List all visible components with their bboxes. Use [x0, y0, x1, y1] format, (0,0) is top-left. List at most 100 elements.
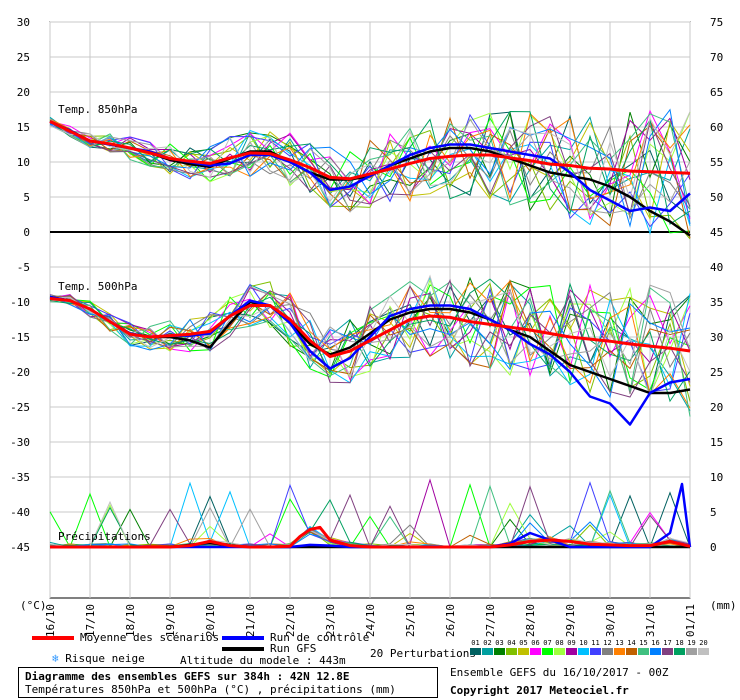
x-tick-label: 20/10: [204, 604, 217, 637]
left-tick-label: -25: [10, 401, 30, 414]
perturbation-swatch: [602, 648, 613, 655]
x-tick-label: 22/10: [284, 604, 297, 637]
x-tick-label: 16/10: [44, 604, 57, 637]
perturbation-number: 17: [663, 639, 672, 647]
left-tick-label: -40: [10, 506, 30, 519]
right-tick-label: 10: [710, 471, 723, 484]
perturbation-number: 09: [567, 639, 576, 647]
perturbation-swatch: [518, 648, 529, 655]
perturbation-number: 08: [555, 639, 564, 647]
perturbation-line: [49, 288, 691, 395]
perturbation-swatch: [614, 648, 625, 655]
perturbation-number: 10: [579, 639, 588, 647]
perturbation-number: 13: [615, 639, 624, 647]
panel-label: Précipitations: [58, 530, 151, 543]
main-series-lines: [49, 120, 692, 549]
right-tick-label: 55: [710, 156, 723, 169]
perturbation-number: 01: [471, 639, 480, 647]
right-tick-label: 0: [710, 541, 717, 554]
perturbation-swatch: [698, 648, 709, 655]
legend-snow-label: Risque neige: [65, 652, 145, 665]
perturbation-line: [49, 113, 691, 210]
left-tick-label: -45: [10, 541, 30, 554]
footer-subtitle: Températures 850hPa et 500hPa (°C) , pré…: [25, 683, 396, 696]
legend-snow: ❄ Risque neige: [52, 652, 145, 665]
perturbation-swatch: [686, 648, 697, 655]
right-axis-unit: (mm): [710, 599, 737, 612]
left-tick-label: 5: [23, 191, 30, 204]
ensemble-chart: 16/10 17/10 18/10 19/10 20/10 21/10 22/10 23/10…: [10, 16, 736, 637]
axis-labels: 16/10 17/10 18/10 19/10 20/10 21/10 22/10 23/10…: [10, 16, 736, 637]
x-tick-label: 23/10: [324, 604, 337, 637]
left-tick-label: 15: [17, 121, 30, 134]
perturbation-line: [49, 278, 691, 403]
mean-series-line: [49, 120, 691, 181]
perturbation-line: [49, 284, 691, 366]
copyright: Copyright 2017 Meteociel.fr: [450, 684, 629, 697]
x-tick-label: 26/10: [444, 604, 457, 637]
right-tick-label: 70: [710, 51, 723, 64]
left-tick-label: -35: [10, 471, 30, 484]
perturbation-number: 19: [687, 639, 696, 647]
right-tick-label: 40: [710, 261, 723, 274]
perturbation-swatch: [530, 648, 541, 655]
perturbation-line: [49, 280, 691, 417]
left-tick-label: 25: [17, 51, 30, 64]
perturbation-number: 20: [699, 639, 708, 647]
perturbation-number: 02: [483, 639, 492, 647]
right-tick-label: 30: [710, 331, 723, 344]
footer-title: Diagramme des ensembles GEFS sur 384h : …: [25, 670, 350, 683]
perturbation-number: 16: [651, 639, 660, 647]
panel-label: Temp. 500hPa: [58, 280, 137, 293]
snowflake-icon: ❄: [52, 652, 59, 665]
perturbation-line: [49, 118, 691, 214]
legend-gfs: Run GFS: [222, 642, 316, 655]
perturbation-swatch: [650, 648, 661, 655]
perturbation-number: 04: [507, 639, 516, 647]
left-tick-label: -15: [10, 331, 30, 344]
perturbation-number: 06: [531, 639, 540, 647]
mean-series-line: [50, 525, 691, 549]
perturbation-number: 12: [603, 639, 612, 647]
right-tick-label: 25: [710, 366, 723, 379]
right-tick-label: 45: [710, 226, 723, 239]
right-tick-label: 50: [710, 191, 723, 204]
left-tick-label: -10: [10, 296, 30, 309]
right-tick-label: 75: [710, 16, 723, 29]
left-tick-label: -30: [10, 436, 30, 449]
x-tick-label: 24/10: [364, 604, 377, 637]
legend-altitude: Altitude du modele : 443m: [180, 654, 346, 667]
perturbation-swatch: [554, 648, 565, 655]
legend-control-label: Run de contrôle: [270, 631, 370, 644]
perturbation-number: 07: [543, 639, 552, 647]
perturbation-line: [49, 113, 691, 228]
perturbation-line: [49, 117, 691, 234]
perturbation-number: 14: [627, 639, 636, 647]
x-tick-label: 18/10: [124, 604, 137, 637]
perturbation-number: 05: [519, 639, 528, 647]
perturbation-swatch: [590, 648, 601, 655]
perturbation-line: [49, 115, 691, 216]
perturbation-swatch: [470, 648, 481, 655]
footer-box: Diagramme des ensembles GEFS sur 384h : …: [18, 667, 438, 698]
right-tick-label: 15: [710, 436, 723, 449]
x-tick-label: 29/10: [564, 604, 577, 637]
legend-mean-label: Moyenne des scénarios: [80, 631, 220, 644]
perturbation-number: 15: [639, 639, 648, 647]
x-tick-label: 17/10: [84, 604, 97, 637]
perturbation-line: [49, 111, 691, 216]
perturbation-numbers: 01 02 03 04 05 06 07 08 09 10 11 12 13 14 15 16 17 18 19 20: [470, 639, 709, 647]
run-label: Ensemble GEFS du 16/10/2017 - 00Z: [450, 666, 669, 679]
perturbation-swatch: [626, 648, 637, 655]
right-tick-label: 35: [710, 296, 723, 309]
left-tick-label: -20: [10, 366, 30, 379]
right-tick-label: 65: [710, 86, 723, 99]
perturbation-line: [49, 295, 691, 399]
panel-label: Temp. 850hPa: [58, 103, 137, 116]
x-tick-label: 21/10: [244, 604, 257, 637]
x-tick-label: 19/10: [164, 604, 177, 637]
perturbation-line: [49, 116, 691, 239]
right-tick-label: 20: [710, 401, 723, 414]
x-tick-label: 30/10: [604, 604, 617, 637]
left-tick-label: 0: [23, 226, 30, 239]
